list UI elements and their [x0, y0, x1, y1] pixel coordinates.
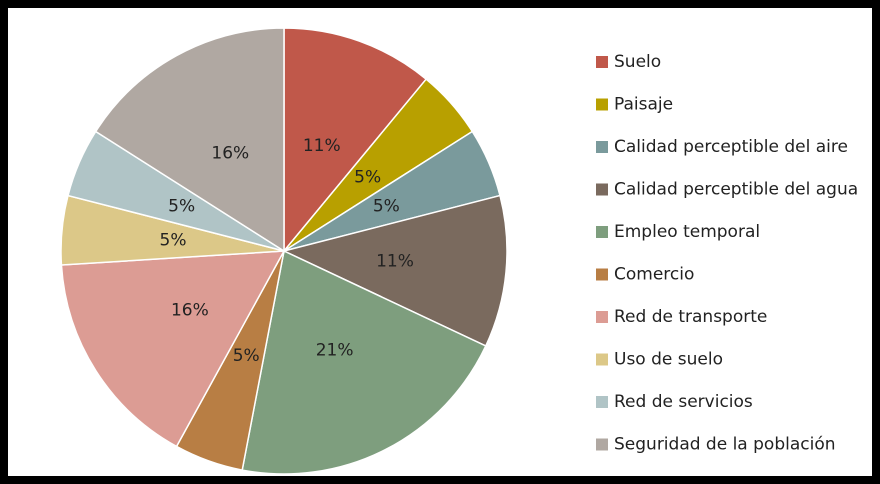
legend-label: Red de servicios: [614, 392, 753, 412]
value-label: 5%: [233, 346, 260, 366]
value-label: 5%: [160, 231, 187, 251]
legend-label: Empleo temporal: [614, 222, 760, 242]
value-label: 16%: [171, 301, 209, 321]
pie-slice: [283, 27, 428, 254]
value-label: 5%: [373, 197, 400, 217]
value-label: 16%: [211, 143, 249, 163]
legend-swatch: [596, 268, 608, 281]
pie-slice: [94, 27, 285, 253]
value-label: 21%: [316, 340, 354, 360]
legend-swatch: [596, 183, 608, 196]
legend-label: Paisaje: [614, 95, 673, 115]
pie-slice: [281, 194, 508, 347]
pie-slice: [60, 250, 286, 448]
legend-swatch: [596, 141, 608, 153]
legend-label: Calidad perceptible del aire: [614, 137, 848, 157]
legend-swatch: [596, 311, 608, 323]
value-label: 11%: [376, 251, 414, 271]
legend-label: Seguridad de la población: [614, 435, 836, 455]
legend-label: Uso de suelo: [614, 350, 723, 370]
pie-slice: [241, 249, 487, 475]
legend-swatch: [596, 226, 608, 238]
value-label: 5%: [168, 197, 195, 217]
value-label: 5%: [354, 167, 381, 187]
legend-swatch: [596, 56, 608, 68]
legend-label: Calidad perceptible del agua: [614, 180, 858, 200]
legend-label: Red de transporte: [614, 307, 767, 327]
legend-swatch: [596, 98, 608, 111]
value-label: 11%: [303, 136, 341, 156]
legend-label: Suelo: [614, 52, 661, 72]
legend-label: Comercio: [614, 265, 694, 285]
legend-swatch: [596, 438, 608, 451]
legend-swatch: [596, 396, 608, 408]
legend-swatch: [596, 353, 608, 366]
